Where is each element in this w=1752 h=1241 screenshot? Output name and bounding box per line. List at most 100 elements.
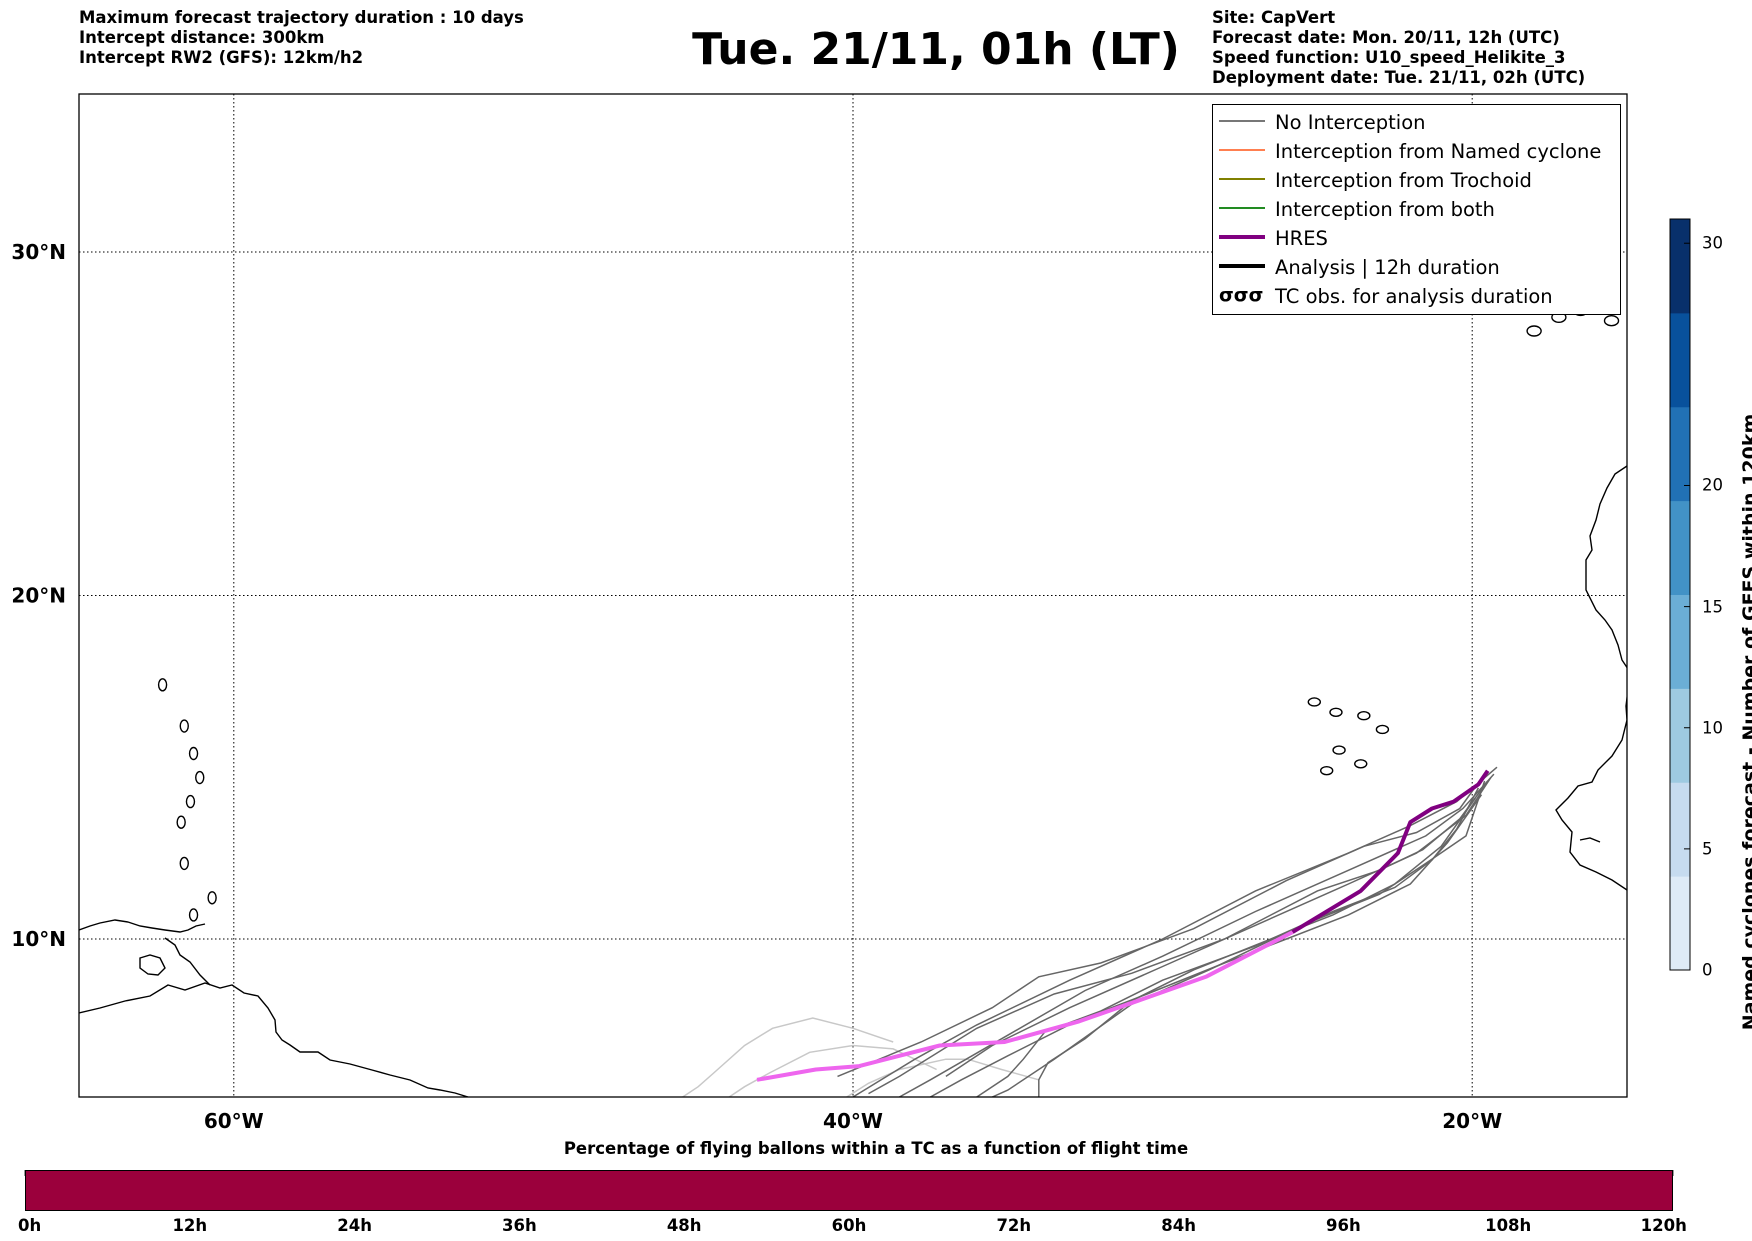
colorbar-segment [1670, 688, 1690, 783]
percentage-tick-label: 36h [502, 1216, 537, 1235]
venezuela-coast [79, 919, 206, 933]
legend-label: No Interception [1275, 111, 1426, 134]
legend-item: Interception from both [1213, 195, 1620, 224]
legend-item: Analysis | 12h duration [1213, 253, 1620, 282]
legend-line-swatch [1219, 120, 1265, 122]
grid-lines [79, 94, 1627, 1097]
intercept-distance-text: Intercept distance: 300km [79, 28, 325, 47]
canary-island [1657, 295, 1671, 305]
ensemble-light-line [846, 1058, 1040, 1097]
colorbar-frame [1669, 218, 1691, 971]
canary-island [1603, 315, 1620, 327]
cyclone-colorbar [1669, 218, 1691, 971]
percentage-tick-label: 84h [1161, 1216, 1196, 1235]
site-info: Site: CapVert Forecast date: Mon. 20/11,… [1212, 8, 1585, 88]
colorbar-title: Named cyclones forecast - Number of GEFS… [1739, 413, 1752, 1031]
colorbar-segment [1670, 876, 1690, 971]
legend-item: No Interception [1213, 108, 1620, 137]
ensemble-light-line [728, 1044, 937, 1097]
percentage-tick-label: 108h [1485, 1216, 1532, 1235]
colorbar-segment [1670, 594, 1690, 689]
antilles-island [195, 770, 205, 785]
legend-label: HRES [1275, 227, 1328, 250]
axis-tick-labels: 60°W 40°W 20°W 10°N 20°N 30°N [11, 240, 1502, 1133]
legend-label: Interception from both [1275, 198, 1495, 221]
antilles-island [179, 719, 189, 733]
max-duration-text: Maximum forecast trajectory duration : 1… [79, 8, 524, 27]
africa-coast [1555, 465, 1627, 891]
percentage-tick-label: 96h [1326, 1216, 1361, 1235]
legend-line-swatch [1219, 207, 1265, 209]
forecast-date-text: Forecast date: Mon. 20/11, 12h (UTC) [1212, 28, 1560, 47]
percentage-tick-label: 72h [996, 1216, 1032, 1235]
ensemble-line [991, 780, 1486, 1097]
ensemble-light-line [682, 1017, 894, 1097]
chart-title: Tue. 21/11, 01h (LT) [692, 24, 1180, 75]
colorbar-tick-label: 30 [1702, 233, 1723, 253]
legend-label: Analysis | 12h duration [1275, 256, 1500, 279]
legend-line-swatch [1219, 178, 1265, 180]
canary-island [1526, 325, 1542, 337]
legend-line-swatch [1219, 149, 1265, 151]
antilles-island [176, 815, 186, 829]
tc-symbol-icon: σσσ [1219, 284, 1264, 306]
coastlines [79, 465, 1627, 1097]
legend-item: σσσ TC obs. for analysis duration [1213, 282, 1620, 311]
antilles-island [179, 856, 189, 871]
legend-line-swatch [1219, 264, 1265, 268]
hres-trajectory [756, 769, 1490, 1082]
south-america-coast [79, 982, 469, 1097]
percentage-tick-label: 48h [666, 1216, 702, 1235]
antilles-island [188, 908, 199, 922]
antilles-island [157, 678, 168, 692]
y-tick-label: 30°N [11, 240, 66, 264]
cape-verde-island [1332, 745, 1346, 755]
cape-verde-island [1307, 697, 1322, 707]
legend-item: Interception from Trochoid [1213, 166, 1620, 195]
gambia-coast [1579, 837, 1601, 843]
antilles-island [188, 746, 199, 761]
legend: No Interception Interception from Named c… [1212, 104, 1621, 315]
y-tick-label: 20°N [11, 584, 66, 608]
colorbar-segment [1670, 219, 1690, 314]
percentage-tick-label: 60h [831, 1216, 867, 1235]
percentage-bar [25, 1170, 1673, 1211]
site-text: Site: CapVert [1212, 8, 1336, 27]
ensemble-line [837, 773, 1486, 1078]
x-tick-label: 40°W [823, 1109, 883, 1133]
cape-verde-island [1357, 711, 1371, 721]
intercept-rw2-text: Intercept RW2 (GFS): 12km/h2 [79, 48, 364, 67]
legend-label: Interception from Trochoid [1275, 169, 1532, 192]
cape-verde-island [1354, 759, 1368, 769]
colorbar-segment [1670, 500, 1690, 595]
hres-line-early [756, 930, 1294, 1082]
colorbar-tick-label: 15 [1702, 597, 1723, 617]
antilles-island [207, 891, 217, 905]
percentage-tick-label: 0h [18, 1216, 42, 1235]
ensemble-line [852, 766, 1498, 1097]
percentage-tick-label: 24h [337, 1216, 372, 1235]
percentage-tick-label: 12h [172, 1216, 208, 1235]
venezuela-gulf [164, 937, 211, 986]
colorbar-tick-label: 0 [1702, 960, 1713, 980]
ensemble-line [899, 773, 1495, 1097]
colorbar-tick-label: 20 [1702, 475, 1723, 495]
trinidad-coast [139, 954, 166, 976]
percentage-tick-label: 120h [1640, 1216, 1687, 1235]
legend-item: Interception from Named cyclone [1213, 137, 1620, 166]
hres-line [1291, 769, 1490, 934]
x-tick-label: 60°W [204, 1109, 264, 1133]
antilles-island [185, 794, 196, 809]
y-tick-label: 10°N [11, 927, 66, 951]
x-tick-label: 20°W [1442, 1109, 1502, 1133]
colorbar-segment [1670, 782, 1690, 877]
colorbar-tick-label: 10 [1702, 718, 1723, 738]
legend-label: TC obs. for analysis duration [1275, 285, 1553, 308]
ensemble-line [930, 794, 1483, 1097]
ensemble-light-trajectories [682, 1017, 1040, 1097]
cape-verde-island [1329, 707, 1343, 717]
colorbar-segment [1670, 312, 1690, 408]
legend-label: Interception from Named cyclone [1275, 140, 1602, 163]
colorbar-tick-label: 5 [1702, 839, 1713, 859]
colorbar-segment [1670, 406, 1690, 502]
